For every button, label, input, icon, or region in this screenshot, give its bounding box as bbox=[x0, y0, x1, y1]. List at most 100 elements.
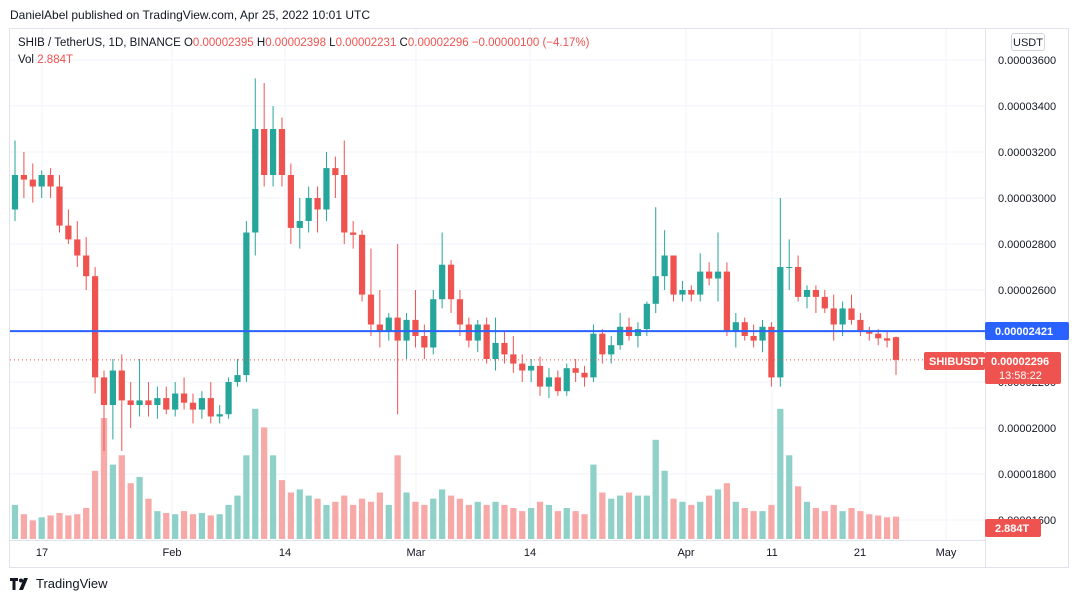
volume-bar bbox=[225, 504, 232, 539]
candle-body bbox=[830, 308, 837, 325]
tradingview-logo-icon bbox=[10, 577, 28, 590]
footer-logo-text: TradingView bbox=[36, 576, 108, 591]
volume-bar bbox=[74, 514, 81, 539]
currency-button[interactable]: USDT bbox=[1011, 33, 1045, 51]
candle-body bbox=[225, 382, 232, 415]
candle-body bbox=[465, 324, 472, 341]
volume-bar bbox=[412, 501, 419, 539]
candle-body bbox=[545, 377, 553, 387]
time-tick-label: Apr bbox=[677, 547, 694, 559]
volume-bar bbox=[109, 464, 117, 539]
candle-body bbox=[439, 264, 446, 300]
volume-bar bbox=[750, 511, 757, 539]
low-label: L bbox=[329, 37, 336, 49]
tradingview-footer[interactable]: TradingView bbox=[10, 576, 108, 591]
candle-body bbox=[118, 370, 125, 401]
candle-body bbox=[109, 370, 117, 405]
volume-bar bbox=[305, 495, 312, 539]
volume-bar bbox=[332, 501, 339, 539]
volume-bar bbox=[670, 498, 677, 539]
volume-bar bbox=[501, 504, 508, 539]
volume-bar bbox=[519, 511, 526, 539]
volume-bar bbox=[314, 498, 321, 539]
volume-bar bbox=[20, 514, 28, 539]
candle-body bbox=[777, 267, 784, 378]
price-tick-label: 0.00003000 bbox=[998, 193, 1056, 205]
candle-body bbox=[180, 393, 188, 403]
candle-body bbox=[376, 324, 383, 332]
candle-body bbox=[11, 175, 19, 210]
candle-body bbox=[732, 322, 739, 332]
volume-bar bbox=[11, 504, 19, 539]
last-price-label: 0.00002296 bbox=[991, 356, 1049, 368]
candle-body bbox=[661, 255, 668, 277]
candle-body bbox=[207, 398, 214, 417]
ohlc-row: SHIB / TetherUS, 1D, BINANCE O0.00002395… bbox=[18, 35, 589, 52]
candle-body bbox=[688, 290, 695, 295]
volume-bar bbox=[741, 508, 748, 539]
symbol-title[interactable]: SHIB / TetherUS, 1D, BINANCE bbox=[18, 37, 181, 49]
volume-bar bbox=[341, 495, 348, 539]
volume-bar bbox=[866, 514, 873, 539]
candle-body bbox=[287, 175, 294, 228]
volume-bars bbox=[11, 408, 900, 539]
candle-body bbox=[394, 317, 401, 341]
candle-body bbox=[29, 179, 36, 187]
candle-body bbox=[127, 400, 134, 405]
volume-bar bbox=[376, 492, 383, 539]
vol-label[interactable]: Vol bbox=[18, 54, 34, 66]
volume-bar bbox=[803, 501, 811, 539]
candlesticks bbox=[11, 78, 900, 451]
open-value: 0.00002395 bbox=[192, 37, 254, 49]
volume-bar bbox=[528, 508, 535, 539]
time-tick-label: Feb bbox=[163, 547, 182, 559]
volume-bar bbox=[732, 501, 739, 539]
volume-bar bbox=[287, 492, 294, 539]
volume-bar bbox=[385, 504, 392, 539]
vol-value: 2.884T bbox=[37, 54, 74, 66]
volume-bar bbox=[759, 511, 766, 539]
candle-body bbox=[314, 198, 321, 210]
candle-body bbox=[786, 267, 793, 268]
volume-bar bbox=[883, 517, 891, 539]
volume-bar bbox=[625, 492, 633, 539]
volume-tag bbox=[985, 519, 1041, 537]
candle-body bbox=[198, 398, 205, 410]
volume-bar bbox=[367, 501, 375, 539]
candle-body bbox=[216, 414, 223, 417]
candle-body bbox=[803, 290, 811, 297]
candle-body bbox=[189, 402, 197, 410]
candle-body bbox=[768, 326, 775, 378]
candle-body bbox=[501, 342, 508, 355]
candle-body bbox=[643, 303, 650, 330]
volume-bar bbox=[56, 512, 63, 539]
candle-body bbox=[100, 377, 108, 405]
volume-bar bbox=[794, 486, 802, 539]
volume-bar bbox=[207, 515, 214, 539]
volume-bar bbox=[634, 495, 642, 539]
candle-body bbox=[20, 175, 28, 180]
candle-body bbox=[866, 331, 873, 334]
candle-body bbox=[581, 372, 588, 378]
volume-bar bbox=[127, 483, 134, 539]
high-label: H bbox=[256, 37, 266, 49]
candle-body bbox=[848, 308, 855, 320]
volume-bar bbox=[510, 508, 517, 539]
candle-body bbox=[456, 299, 464, 325]
volume-bar bbox=[572, 511, 579, 539]
candle-body bbox=[136, 400, 143, 405]
volume-bar bbox=[536, 501, 544, 539]
candle-body bbox=[56, 186, 63, 226]
price-tick-label: 0.00003200 bbox=[998, 147, 1056, 159]
candle-body bbox=[261, 129, 268, 175]
hline-price-tag bbox=[985, 322, 1069, 340]
volume-bar bbox=[679, 501, 686, 539]
candle-body bbox=[412, 319, 419, 336]
close-value: 0.00002296 bbox=[407, 37, 469, 49]
candle-body bbox=[91, 276, 99, 378]
candle-body bbox=[252, 129, 259, 233]
last-price-tag bbox=[985, 352, 1061, 384]
volume-bar bbox=[768, 504, 775, 539]
volume-bar bbox=[554, 511, 561, 539]
